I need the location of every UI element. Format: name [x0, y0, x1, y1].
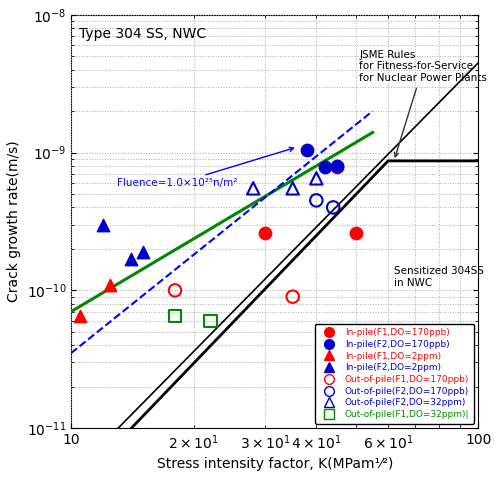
Y-axis label: Crack growth rate(m/s): Crack growth rate(m/s): [7, 141, 21, 302]
Point: [99, 221, 107, 228]
Point: [249, 185, 257, 192]
Point: [126, 255, 134, 262]
Point: [171, 286, 179, 294]
Point: [288, 293, 296, 301]
Point: [303, 146, 311, 153]
Point: [333, 162, 341, 170]
Text: Fluence=1.0×10²⁵n/m²: Fluence=1.0×10²⁵n/m²: [118, 147, 294, 188]
Point: [329, 204, 337, 211]
Point: [206, 317, 214, 325]
Point: [352, 229, 360, 237]
Point: [321, 163, 329, 171]
X-axis label: Stress intensity factor, K(MPam¹⁄²): Stress intensity factor, K(MPam¹⁄²): [156, 457, 393, 471]
Text: JSME Rules
for Fitness-for-Service
for Nuclear Power Plants: JSME Rules for Fitness-for-Service for N…: [360, 50, 487, 157]
Point: [333, 163, 341, 171]
Text: Type 304 SS, NWC: Type 304 SS, NWC: [79, 27, 206, 41]
Point: [76, 312, 84, 320]
Point: [106, 281, 114, 289]
Text: Sensitized 304SS
in NWC: Sensitized 304SS in NWC: [394, 266, 484, 288]
Point: [262, 229, 270, 237]
Point: [138, 248, 146, 256]
Point: [312, 196, 320, 204]
Legend: In-pile(F1,DO=170ppb), In-pile(F2,DO=170ppb), In-pile(F1,DO=2ppm), In-pile(F2,DO: In-pile(F1,DO=170ppb), In-pile(F2,DO=170…: [315, 324, 474, 424]
Point: [312, 174, 320, 182]
Point: [171, 312, 179, 320]
Point: [288, 185, 296, 192]
